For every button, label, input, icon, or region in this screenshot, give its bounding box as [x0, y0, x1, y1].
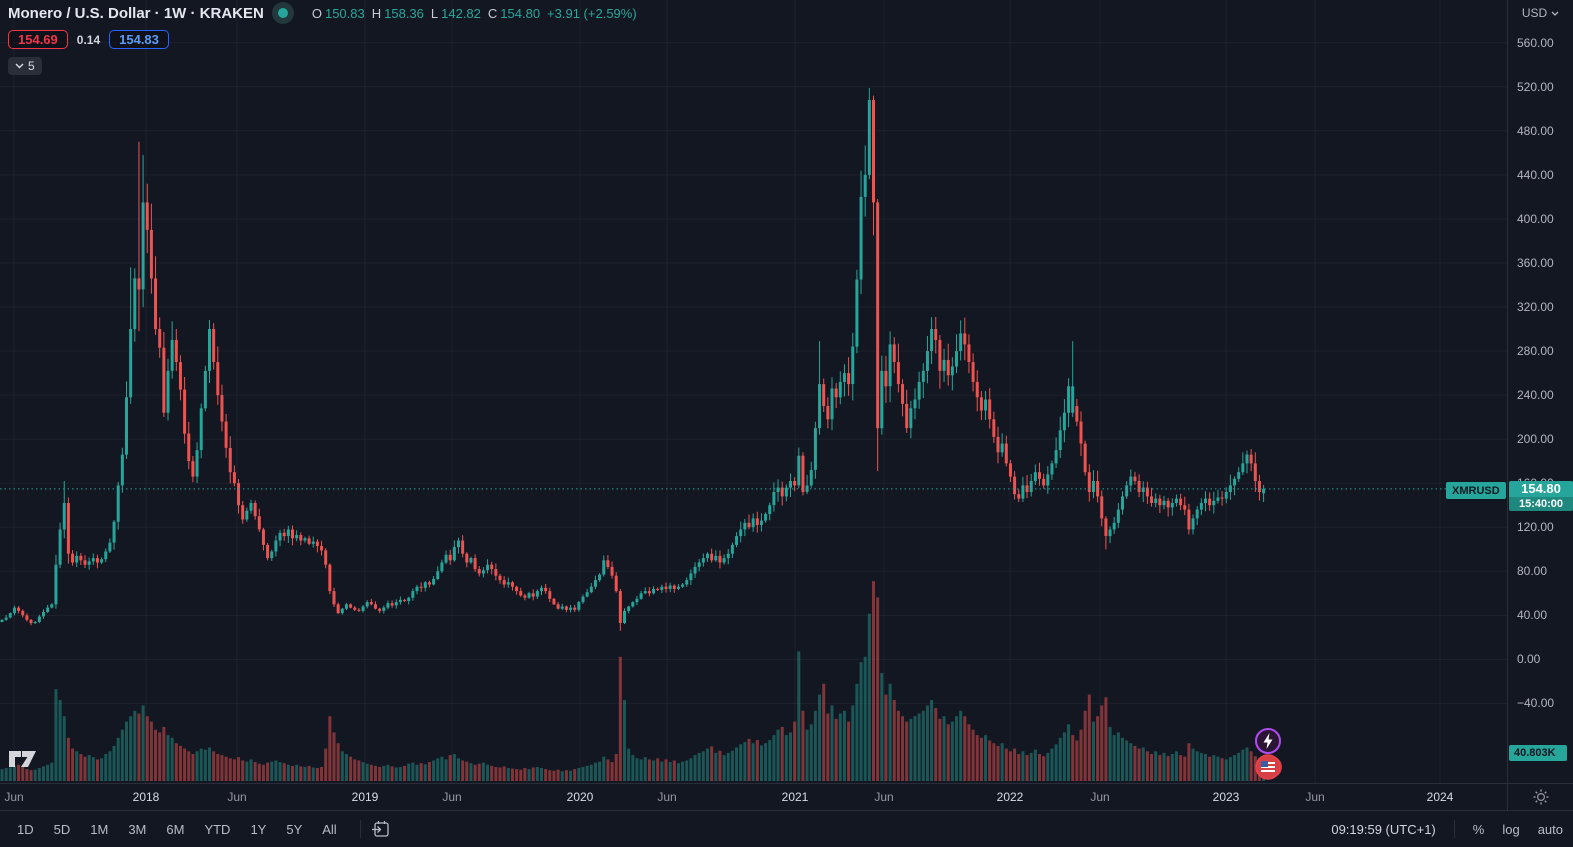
time-tick-year: 2021 [781, 790, 809, 804]
gear-icon [1533, 789, 1548, 805]
currency-label: USD [1521, 6, 1548, 20]
object-tree-collapse-button[interactable]: 5 [8, 57, 42, 75]
range-button-1d[interactable]: 1D [17, 821, 34, 837]
change-value: +3.91 (+2.59%) [547, 5, 637, 21]
chevron-down-icon [1551, 11, 1559, 16]
currency-dropdown[interactable]: USD [1508, 0, 1573, 26]
buy-button[interactable]: 154.83 [109, 30, 169, 49]
price-tick: 400.00 [1517, 211, 1554, 226]
time-tick-year: 2018 [132, 790, 160, 804]
open-label: O [311, 5, 322, 21]
time-tick-month: Jun [4, 790, 24, 804]
time-tick-month: Jun [1090, 790, 1110, 804]
object-count: 5 [28, 59, 35, 73]
chart-plot-area[interactable] [0, 0, 1507, 783]
lightning-icon[interactable] [1254, 727, 1282, 760]
market-status-indicator[interactable] [271, 2, 294, 24]
last-price-label: 154.80 15:40:00 [1509, 481, 1573, 511]
symbol-title[interactable]: Monero / U.S. Dollar · 1W · KRAKEN [8, 4, 264, 22]
chart-header: Monero / U.S. Dollar · 1W · KRAKEN O 150… [8, 0, 637, 75]
ohlc-readout: O 150.83 H 158.36 L 142.82 C 154.80 +3.9… [312, 6, 637, 21]
toolbar-divider [359, 820, 361, 838]
range-button-1m[interactable]: 1M [90, 821, 109, 837]
price-tick: 480.00 [1517, 123, 1554, 138]
time-tick-year: 2023 [1212, 790, 1240, 804]
bottom-toolbar: 1D 5D 1M 3M 6M YTD 1Y 5Y All 09:19:59 (UTC+1) % … [0, 810, 1573, 847]
price-tick: 360.00 [1517, 255, 1554, 270]
date-range-buttons: 1D 5D 1M 3M 6M YTD 1Y 5Y All [10, 819, 350, 840]
close-label: C [487, 5, 498, 21]
tradingview-logo[interactable] [8, 746, 38, 777]
range-button-ytd[interactable]: YTD [204, 821, 231, 837]
sell-button[interactable]: 154.69 [8, 30, 68, 49]
range-button-5d[interactable]: 5D [53, 821, 71, 837]
price-tick: −40.00 [1517, 696, 1555, 711]
price-tick: 200.00 [1517, 432, 1554, 447]
high-label: H [371, 5, 382, 21]
time-tick-month: Jun [442, 790, 462, 804]
price-axis[interactable]: USD 560.00 520.00 480.00 440.00 400.00 360.00… [1507, 0, 1573, 783]
time-tick-year: 2022 [996, 790, 1024, 804]
calendar-arrow-icon [371, 821, 389, 837]
price-tick: 120.00 [1517, 520, 1554, 535]
price-tick: 280.00 [1517, 344, 1554, 359]
low-value: 142.82 [441, 5, 481, 21]
time-tick-year: 2024 [1426, 790, 1454, 804]
price-tick: 560.00 [1517, 35, 1554, 50]
time-tick-year: 2020 [566, 790, 594, 804]
open-value: 150.83 [324, 5, 365, 21]
price-tick: 40.00 [1517, 608, 1548, 623]
auto-scale-button[interactable]: auto [1537, 821, 1563, 837]
price-tick: 320.00 [1517, 300, 1554, 314]
close-value: 154.80 [500, 5, 541, 21]
last-price-value: 154.80 [1521, 481, 1561, 496]
range-button-1y[interactable]: 1Y [250, 821, 267, 837]
high-value: 158.36 [384, 5, 424, 21]
price-tick: 240.00 [1517, 388, 1554, 403]
percent-scale-button[interactable]: % [1472, 821, 1485, 837]
time-tick-year: 2019 [351, 790, 379, 804]
time-tick-month: Jun [1305, 790, 1325, 804]
chart-settings-button[interactable] [1507, 783, 1573, 810]
price-tick: 520.00 [1517, 79, 1554, 94]
candlestick-chart[interactable] [0, 0, 1507, 783]
symbol-price-tag: XMRUSD [1446, 482, 1506, 499]
price-tick: 0.00 [1517, 652, 1541, 667]
price-tick: 440.00 [1517, 167, 1554, 182]
time-axis[interactable]: Jun 2018 Jun 2019 Jun 2020 Jun 2021 Jun 2022 Jun 20… [0, 783, 1507, 810]
flag-icon[interactable] [1254, 753, 1284, 786]
log-scale-button[interactable]: log [1502, 821, 1520, 837]
time-tick-month: Jun [227, 790, 247, 804]
market-status-dot-icon [277, 8, 288, 18]
low-label: L [430, 5, 439, 21]
time-tick-month: Jun [874, 790, 894, 804]
toolbar-divider [1453, 820, 1455, 838]
clock[interactable]: 09:19:59 (UTC+1) [1331, 821, 1436, 837]
bar-countdown: 15:40:00 [1509, 497, 1573, 511]
range-button-6m[interactable]: 6M [166, 821, 185, 837]
time-tick-month: Jun [657, 790, 677, 804]
go-to-date-button[interactable] [371, 820, 390, 838]
price-tick: 80.00 [1517, 564, 1548, 579]
chevron-down-icon [15, 63, 24, 69]
volume-value-label: 40.803K [1509, 745, 1567, 761]
range-button-5y[interactable]: 5Y [286, 821, 303, 837]
spread-value: 0.14 [76, 32, 101, 47]
range-button-all[interactable]: All [322, 821, 337, 837]
range-button-3m[interactable]: 3M [128, 821, 147, 837]
